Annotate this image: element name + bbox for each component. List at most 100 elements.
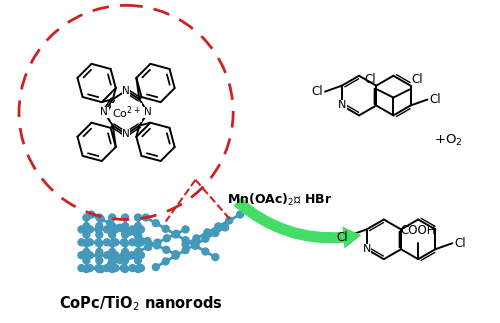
Circle shape xyxy=(112,226,119,233)
Circle shape xyxy=(182,226,189,233)
Circle shape xyxy=(122,266,128,273)
Text: N: N xyxy=(122,86,130,96)
Text: N: N xyxy=(122,129,130,139)
Circle shape xyxy=(78,265,85,272)
Circle shape xyxy=(154,242,160,249)
Circle shape xyxy=(134,223,141,230)
Circle shape xyxy=(134,214,141,221)
Circle shape xyxy=(144,237,151,245)
Circle shape xyxy=(134,233,141,240)
Circle shape xyxy=(129,265,136,272)
Circle shape xyxy=(172,231,179,238)
Circle shape xyxy=(172,252,179,259)
Circle shape xyxy=(136,248,142,255)
Circle shape xyxy=(96,257,103,264)
Circle shape xyxy=(95,252,102,259)
Circle shape xyxy=(98,266,105,273)
Circle shape xyxy=(192,241,199,248)
Circle shape xyxy=(108,248,116,255)
Circle shape xyxy=(78,239,85,246)
Circle shape xyxy=(134,240,141,247)
Text: +O$_2$: +O$_2$ xyxy=(434,133,462,148)
Circle shape xyxy=(108,223,116,230)
Circle shape xyxy=(122,257,128,264)
Circle shape xyxy=(96,266,103,273)
Circle shape xyxy=(204,229,211,236)
Circle shape xyxy=(95,265,102,272)
Circle shape xyxy=(83,248,90,255)
Circle shape xyxy=(129,226,136,233)
Circle shape xyxy=(129,252,136,259)
Text: Cl: Cl xyxy=(336,231,348,244)
Circle shape xyxy=(104,226,110,233)
Circle shape xyxy=(96,223,103,230)
Circle shape xyxy=(83,240,90,247)
Circle shape xyxy=(172,230,180,237)
Circle shape xyxy=(108,240,116,247)
Circle shape xyxy=(120,252,128,259)
Circle shape xyxy=(164,235,170,242)
Circle shape xyxy=(122,231,128,238)
Circle shape xyxy=(112,239,119,246)
Circle shape xyxy=(83,257,90,264)
Circle shape xyxy=(120,226,128,233)
Circle shape xyxy=(236,211,244,218)
Circle shape xyxy=(108,266,116,273)
Text: Cl: Cl xyxy=(364,73,376,86)
Circle shape xyxy=(134,248,141,255)
Circle shape xyxy=(138,239,144,246)
Circle shape xyxy=(122,214,128,221)
Circle shape xyxy=(108,231,116,238)
Circle shape xyxy=(95,226,102,233)
Circle shape xyxy=(104,239,110,246)
Circle shape xyxy=(212,254,219,261)
Circle shape xyxy=(138,226,144,233)
Circle shape xyxy=(129,239,136,246)
Circle shape xyxy=(144,244,152,251)
Circle shape xyxy=(122,248,128,255)
Circle shape xyxy=(152,264,160,271)
Circle shape xyxy=(83,231,90,238)
Text: Cl: Cl xyxy=(312,85,323,98)
Circle shape xyxy=(134,231,141,238)
Circle shape xyxy=(172,251,179,258)
Text: Cl: Cl xyxy=(411,73,423,86)
Text: N: N xyxy=(338,100,346,110)
Circle shape xyxy=(95,239,102,246)
Circle shape xyxy=(162,225,169,232)
Text: N: N xyxy=(100,108,108,118)
Circle shape xyxy=(222,224,228,231)
Text: CoPc/TiO$_2$ nanorods: CoPc/TiO$_2$ nanorods xyxy=(59,295,223,313)
Circle shape xyxy=(202,235,209,242)
Circle shape xyxy=(138,252,144,259)
Circle shape xyxy=(104,265,110,272)
Circle shape xyxy=(96,231,103,238)
Circle shape xyxy=(107,261,114,268)
Circle shape xyxy=(98,215,104,223)
Circle shape xyxy=(78,252,85,259)
Circle shape xyxy=(78,226,85,233)
Text: Cl: Cl xyxy=(454,237,466,250)
Circle shape xyxy=(142,214,150,221)
Circle shape xyxy=(86,265,94,272)
Circle shape xyxy=(104,252,110,259)
Circle shape xyxy=(83,214,90,221)
Text: N: N xyxy=(144,108,152,118)
Circle shape xyxy=(182,237,189,244)
Circle shape xyxy=(116,257,123,264)
Circle shape xyxy=(112,265,119,272)
Circle shape xyxy=(215,223,222,230)
Circle shape xyxy=(96,240,103,247)
Text: Mn(OAc)$_2$、 HBr: Mn(OAc)$_2$、 HBr xyxy=(227,192,332,208)
Text: Co$^{2+}$: Co$^{2+}$ xyxy=(112,104,140,121)
Circle shape xyxy=(152,220,160,227)
Circle shape xyxy=(122,240,128,247)
FancyArrowPatch shape xyxy=(234,197,362,248)
Circle shape xyxy=(86,239,94,246)
Circle shape xyxy=(126,229,132,236)
Text: N: N xyxy=(362,244,371,254)
Circle shape xyxy=(96,214,103,221)
Circle shape xyxy=(226,217,232,224)
Text: Cl: Cl xyxy=(430,93,441,106)
Circle shape xyxy=(83,223,90,230)
